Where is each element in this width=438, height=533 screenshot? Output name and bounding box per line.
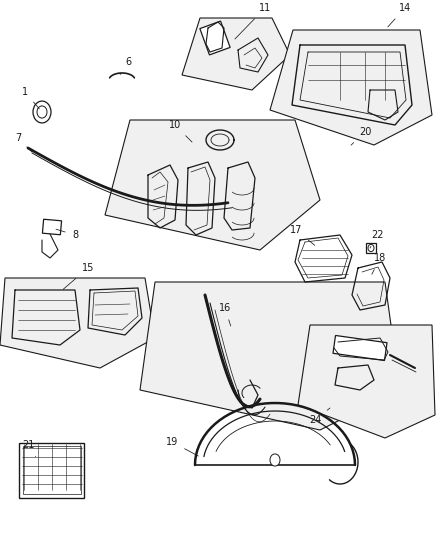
Polygon shape	[269, 30, 431, 145]
Text: 16: 16	[219, 303, 230, 326]
Text: 11: 11	[234, 3, 271, 39]
Polygon shape	[0, 278, 155, 368]
Text: 10: 10	[169, 120, 191, 142]
Circle shape	[33, 101, 51, 123]
Polygon shape	[105, 120, 319, 250]
Text: 17: 17	[289, 225, 314, 245]
Text: 18: 18	[371, 253, 385, 274]
Text: 22: 22	[369, 230, 383, 248]
Polygon shape	[365, 243, 375, 253]
Text: 6: 6	[120, 57, 131, 75]
Polygon shape	[182, 18, 290, 90]
Circle shape	[37, 106, 47, 118]
Text: 24: 24	[308, 408, 329, 425]
Polygon shape	[19, 442, 84, 497]
Polygon shape	[199, 21, 230, 55]
Text: 21: 21	[22, 440, 35, 457]
Text: 20: 20	[350, 127, 371, 145]
Text: 7: 7	[15, 133, 32, 152]
Text: 19: 19	[166, 437, 198, 456]
Text: 14: 14	[387, 3, 410, 27]
Text: 15: 15	[63, 263, 94, 289]
Circle shape	[367, 244, 373, 252]
Polygon shape	[140, 282, 399, 430]
Polygon shape	[297, 325, 434, 438]
Text: 1: 1	[22, 87, 39, 109]
Circle shape	[269, 454, 279, 466]
Text: 8: 8	[56, 229, 78, 240]
Polygon shape	[23, 446, 81, 494]
Polygon shape	[42, 219, 61, 235]
Polygon shape	[332, 335, 386, 360]
